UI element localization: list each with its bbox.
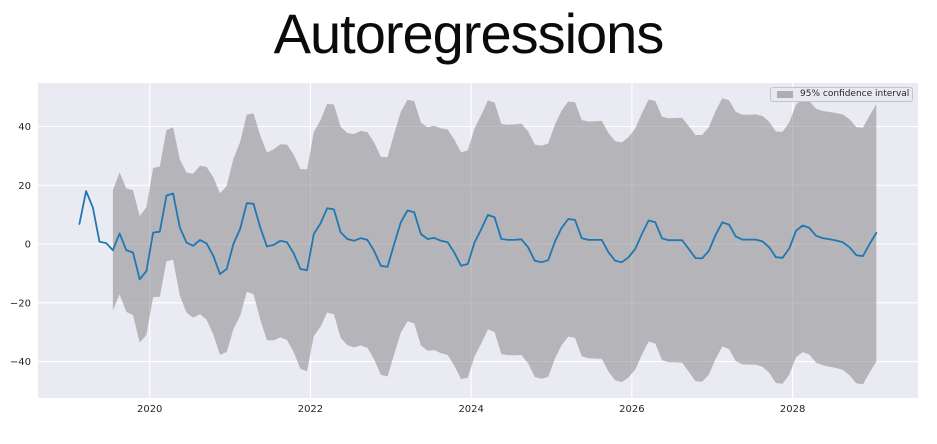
confidence-band-area (112, 98, 877, 385)
legend: 95% confidence interval (770, 87, 913, 102)
x-tick-label: 2020 (137, 404, 162, 415)
prediction-line (78, 190, 878, 281)
x-tick-label: 2022 (298, 404, 323, 415)
chart-title: Autoregressions (273, 2, 665, 65)
x-tick-label: 2026 (619, 404, 644, 415)
y-tick-label: −40 (10, 357, 31, 368)
y-tick-label: 20 (18, 181, 31, 192)
y-tick-label: 0 (25, 240, 31, 251)
confidence-interval-swatch (777, 91, 793, 98)
y-tick-label: 40 (18, 122, 31, 133)
y-tick-label: −20 (10, 298, 31, 309)
x-tick-label: 2024 (458, 404, 483, 415)
legend-label: 95% confidence interval (800, 89, 910, 99)
x-tick-label: 2028 (780, 404, 805, 415)
